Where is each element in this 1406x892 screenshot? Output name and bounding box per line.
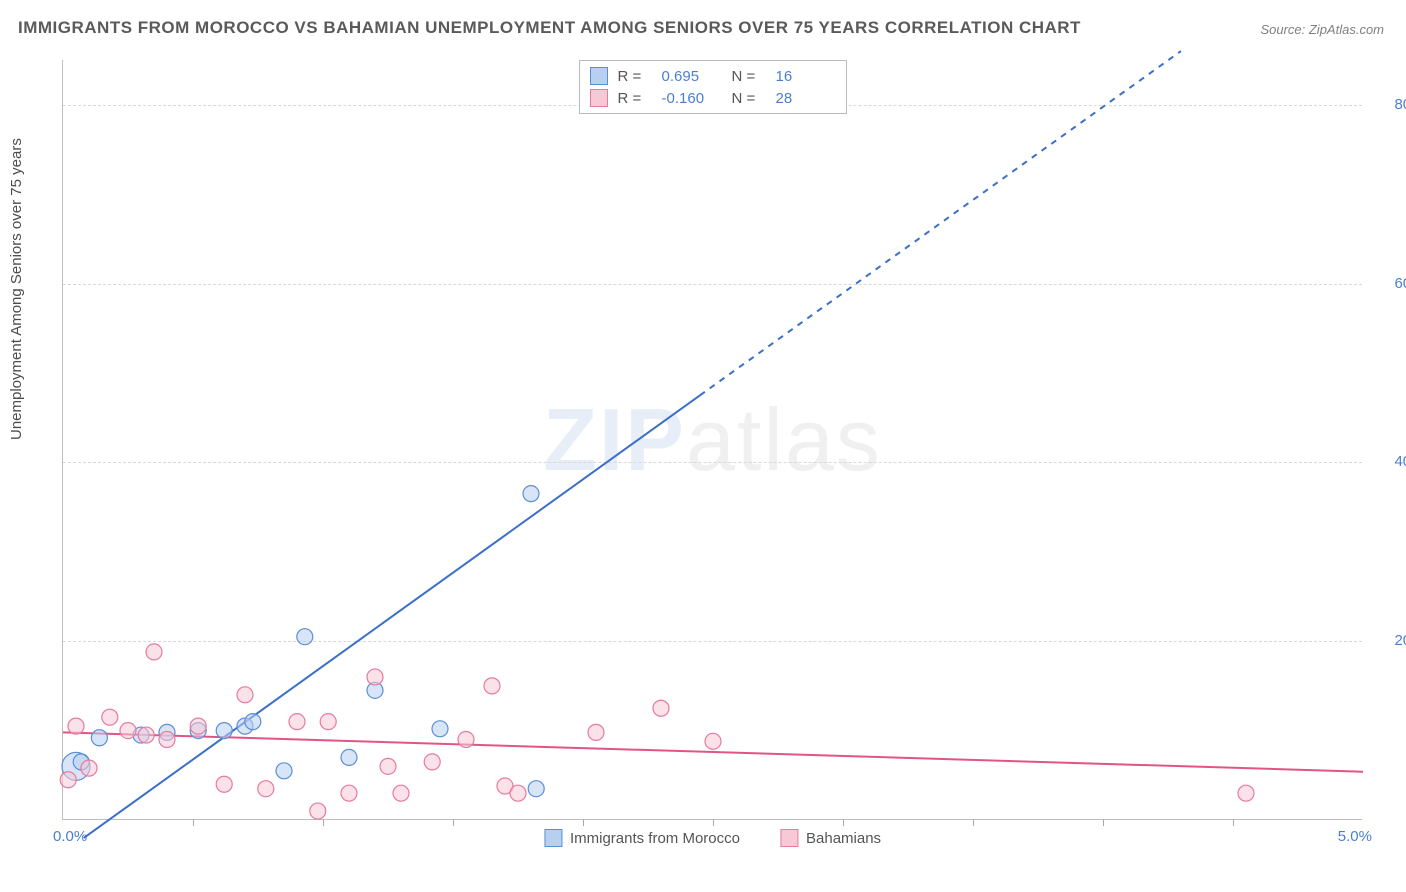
data-point — [653, 700, 669, 716]
x-max-label: 5.0% — [1338, 828, 1372, 845]
legend-swatch — [590, 67, 608, 85]
legend-n-label: N = — [732, 90, 766, 107]
data-point — [528, 781, 544, 797]
data-point — [393, 785, 409, 801]
x-tick-mark — [323, 819, 324, 826]
series-legend-item: Bahamians — [780, 829, 881, 847]
x-tick-mark — [583, 819, 584, 826]
data-point — [60, 772, 76, 788]
data-point — [523, 486, 539, 502]
source-attribution: Source: ZipAtlas.com — [1260, 22, 1384, 37]
data-point — [102, 709, 118, 725]
data-point — [588, 724, 604, 740]
data-point — [341, 785, 357, 801]
x-tick-mark — [713, 819, 714, 826]
legend-n-label: N = — [732, 68, 766, 85]
chart-title: IMMIGRANTS FROM MOROCCO VS BAHAMIAN UNEM… — [18, 18, 1081, 38]
data-point — [120, 723, 136, 739]
legend-r-label: R = — [618, 90, 652, 107]
y-tick-label: 60.0% — [1372, 275, 1406, 292]
legend-r-value: -0.160 — [662, 90, 722, 107]
data-point — [81, 760, 97, 776]
data-point — [146, 644, 162, 660]
series-label: Bahamians — [806, 830, 881, 847]
data-point — [484, 678, 500, 694]
legend-r-label: R = — [618, 68, 652, 85]
legend-swatch — [544, 829, 562, 847]
legend-row: R = 0.695 N = 16 — [590, 65, 836, 87]
legend-r-value: 0.695 — [662, 68, 722, 85]
data-point — [432, 721, 448, 737]
data-point — [510, 785, 526, 801]
series-legend-item: Immigrants from Morocco — [544, 829, 740, 847]
series-label: Immigrants from Morocco — [570, 830, 740, 847]
data-point — [705, 733, 721, 749]
data-point — [216, 723, 232, 739]
legend-swatch — [590, 89, 608, 107]
data-point — [91, 730, 107, 746]
y-tick-label: 80.0% — [1372, 96, 1406, 113]
data-point — [458, 732, 474, 748]
x-tick-mark — [973, 819, 974, 826]
x-origin-label: 0.0% — [53, 828, 87, 845]
data-point — [190, 718, 206, 734]
data-point — [237, 687, 253, 703]
data-point — [68, 718, 84, 734]
data-point — [1238, 785, 1254, 801]
x-tick-mark — [1233, 819, 1234, 826]
data-point — [276, 763, 292, 779]
data-point — [159, 732, 175, 748]
data-point — [310, 803, 326, 819]
data-point — [297, 629, 313, 645]
x-tick-mark — [453, 819, 454, 826]
x-tick-mark — [193, 819, 194, 826]
data-point — [258, 781, 274, 797]
data-point — [380, 758, 396, 774]
x-tick-mark — [843, 819, 844, 826]
scatter-svg — [63, 60, 1362, 819]
data-point — [216, 776, 232, 792]
data-point — [341, 749, 357, 765]
legend-n-value: 16 — [776, 68, 836, 85]
chart-plot-area: ZIPatlas 20.0%40.0%60.0%80.0% 0.0% 5.0% … — [62, 60, 1362, 820]
correlation-legend: R = 0.695 N = 16 R = -0.160 N = 28 — [579, 60, 847, 114]
data-point — [138, 727, 154, 743]
series-legend: Immigrants from Morocco Bahamians — [544, 829, 881, 847]
data-point — [289, 714, 305, 730]
legend-row: R = -0.160 N = 28 — [590, 87, 836, 109]
legend-n-value: 28 — [776, 90, 836, 107]
y-tick-label: 40.0% — [1372, 453, 1406, 470]
y-tick-label: 20.0% — [1372, 632, 1406, 649]
y-axis-label: Unemployment Among Seniors over 75 years — [8, 138, 25, 440]
data-point — [367, 669, 383, 685]
data-point — [245, 714, 261, 730]
legend-swatch — [780, 829, 798, 847]
x-tick-mark — [1103, 819, 1104, 826]
data-point — [320, 714, 336, 730]
data-point — [424, 754, 440, 770]
